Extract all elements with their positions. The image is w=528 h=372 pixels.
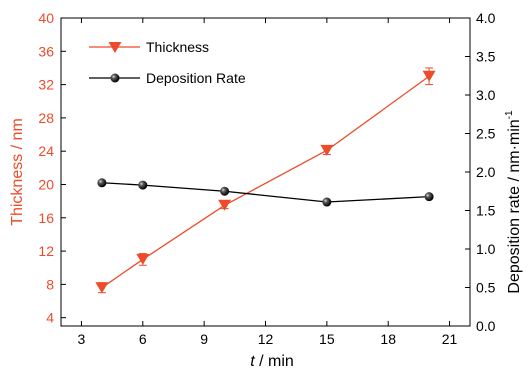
right-y-tick-label: 4.0 xyxy=(476,10,496,26)
left-y-tick-label: 20 xyxy=(38,176,54,192)
legend: Thickness Deposition Rate xyxy=(89,39,246,86)
x-axis-title-rest: / min xyxy=(255,353,294,370)
x-tick-label: 21 xyxy=(442,331,458,347)
x-tick-label: 12 xyxy=(258,331,274,347)
legend-deposition-marker xyxy=(110,73,120,83)
right-y-tick-label: 1.5 xyxy=(476,203,496,219)
x-axis-title: t / min xyxy=(250,353,294,370)
legend-deposition-label: Deposition Rate xyxy=(146,70,246,86)
right-y-tick-label: 2.0 xyxy=(476,164,496,180)
left-y-tick-label: 12 xyxy=(38,243,54,259)
right-y-tick-label: 0.5 xyxy=(476,280,496,296)
left-y-tick-label: 32 xyxy=(38,77,54,93)
right-y-tick-label: 2.5 xyxy=(476,126,496,142)
left-y-tick-label: 36 xyxy=(38,43,54,59)
series-line-thickness xyxy=(101,75,430,289)
thickness-point xyxy=(422,70,436,82)
right-axis-title-sup: -1 xyxy=(504,110,515,119)
deposition-rate-point xyxy=(97,178,107,188)
right-y-tick-label: 0.0 xyxy=(476,318,496,334)
x-tick-label: 15 xyxy=(319,331,335,347)
right-axis-title: Deposition rate / nm·min-1 xyxy=(504,110,523,294)
thickness-point xyxy=(95,282,109,294)
left-y-tick-label: 28 xyxy=(38,110,54,126)
series-line-deposition-rate xyxy=(101,182,430,203)
right-y-tick-label: 3.5 xyxy=(476,49,496,65)
plot-frame xyxy=(60,17,471,327)
x-tick-label: 3 xyxy=(78,331,86,347)
thickness-point xyxy=(136,253,150,265)
right-y-tick-label: 1.0 xyxy=(476,241,496,257)
x-tick-label: 18 xyxy=(380,331,396,347)
left-axis-title: Thickness / nm xyxy=(9,118,26,226)
x-tick-label: 6 xyxy=(139,331,147,347)
legend-thickness-marker xyxy=(108,42,122,53)
deposition-rate-point xyxy=(220,186,230,196)
left-y-tick-label: 40 xyxy=(38,10,54,26)
left-y-tick-label: 4 xyxy=(46,310,54,326)
x-axis-title-italic: t xyxy=(250,353,255,370)
x-tick-label: 9 xyxy=(200,331,208,347)
deposition-rate-point xyxy=(138,180,148,190)
thickness-point xyxy=(320,144,334,156)
deposition-rate-point xyxy=(424,192,434,202)
right-axis-title-main: Deposition rate / nm·min xyxy=(506,119,523,293)
left-y-tick-label: 24 xyxy=(38,143,54,159)
right-y-tick-label: 3.0 xyxy=(476,87,496,103)
left-y-tick-label: 8 xyxy=(46,276,54,292)
thickness-point xyxy=(218,199,232,211)
deposition-rate-point xyxy=(322,197,332,207)
legend-thickness-label: Thickness xyxy=(146,39,209,55)
left-y-tick-label: 16 xyxy=(38,210,54,226)
